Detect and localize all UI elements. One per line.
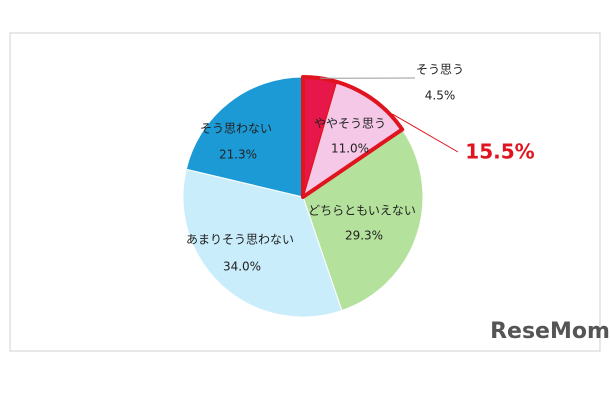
value-label: 34.0%	[223, 260, 261, 274]
slice-label: そう思わない	[200, 122, 272, 136]
pie-slice	[182, 168, 343, 318]
highlight-divider	[302, 81, 338, 198]
slice-label: あまりそう思わない	[186, 233, 294, 247]
value-label: 4.5%	[425, 89, 456, 103]
slice-label: そう思う	[416, 63, 464, 77]
annotation: 15.5%	[465, 140, 534, 164]
slice-label: ややそう思う	[314, 117, 386, 131]
annotation-line	[392, 113, 459, 153]
value-label: 29.3%	[345, 229, 383, 243]
slice-label: どちらともいえない	[308, 204, 416, 218]
pie-slice	[302, 128, 424, 312]
value-label: 21.3%	[219, 148, 257, 162]
value-label: 11.0%	[331, 142, 369, 156]
pie	[182, 75, 424, 318]
pie-slice	[185, 76, 304, 198]
watermark: ReseMom	[490, 319, 610, 344]
highlight-outline	[301, 75, 405, 199]
